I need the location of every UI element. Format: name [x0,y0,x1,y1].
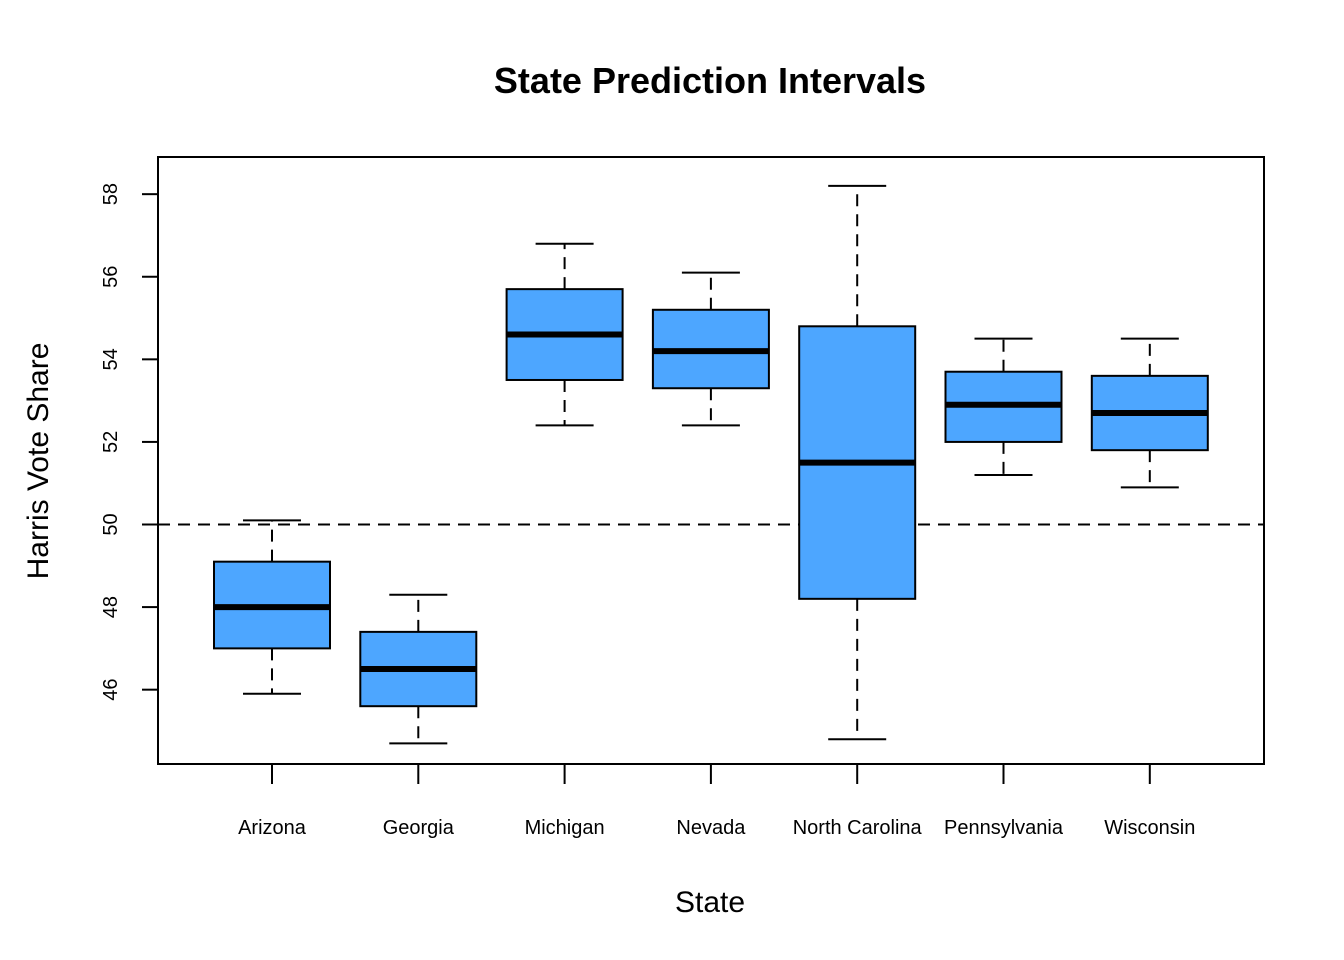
plot-frame [157,156,1265,765]
x-axis-title: State [675,886,745,919]
plot-marks: 46 48 50 52 54 56 58 Arizona Georgia Michigan Neva… [100,183,1264,839]
x-tick-label: North Carolina [793,817,923,839]
x-tick-label: Georgia [383,817,455,839]
x-tick-label: Wisconsin [1104,817,1195,839]
y-tick-label: 50 [100,513,122,535]
x-tick-label: Michigan [525,817,605,839]
y-axis-title: Harris Vote Share [22,343,55,580]
x-tick-label: Arizona [238,817,307,839]
y-tick-label: 46 [100,679,122,701]
chart-title: State Prediction Intervals [494,60,926,101]
y-tick-label: 52 [100,431,122,453]
y-tick-label: 54 [100,348,122,370]
y-tick-label: 48 [100,596,122,618]
x-tick-label: Pennsylvania [944,817,1064,839]
x-tick-label: Nevada [676,817,746,839]
y-tick-label: 58 [100,183,122,205]
y-tick-label: 56 [100,266,122,288]
